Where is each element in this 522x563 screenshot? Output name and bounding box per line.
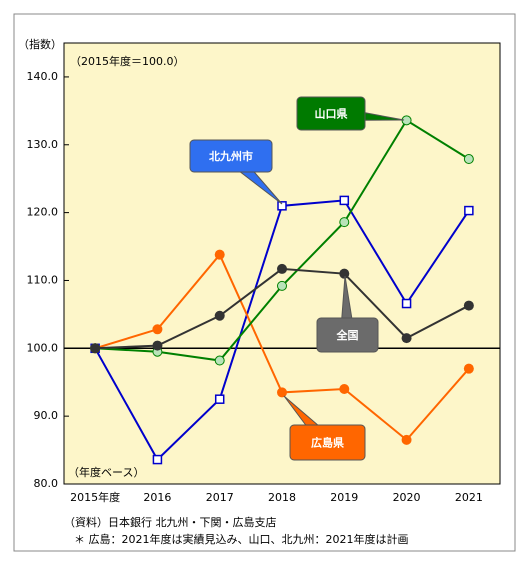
marker <box>277 263 287 274</box>
marker <box>214 394 225 404</box>
marker <box>214 310 225 321</box>
y-tick-label: 90.0 <box>34 409 59 422</box>
y-tick-label: 80.0 <box>34 477 59 490</box>
source: （資料）日本銀行 北九州・下関・広島支店 <box>64 515 277 529</box>
x-tick-label: 2017 <box>206 491 234 504</box>
marker <box>277 280 287 291</box>
marker <box>339 384 350 395</box>
annotation: （年度ベース） <box>68 465 144 479</box>
x-tick-label: 2016 <box>143 491 171 504</box>
x-tick-label: 2015年度 <box>70 490 120 504</box>
legend-label: 北九州市 <box>209 149 253 163</box>
x-tick-label: 2019 <box>330 491 358 504</box>
marker <box>401 333 412 344</box>
callout-box <box>316 317 379 353</box>
marker <box>277 201 287 211</box>
legend-label: 山口県 <box>315 107 348 121</box>
x-tick-label: 2020 <box>393 491 421 504</box>
y-tick-label: 110.0 <box>27 273 59 286</box>
marker <box>339 195 350 206</box>
subtitle: （2015年度＝100.0） <box>70 54 185 68</box>
callout-box <box>296 96 366 131</box>
marker <box>152 324 163 335</box>
marker <box>214 249 225 260</box>
x-tick-label: 2021 <box>455 491 483 504</box>
y-tick-label: 140.0 <box>27 70 59 83</box>
marker <box>339 268 350 279</box>
callout-box <box>189 139 273 173</box>
marker <box>463 300 474 311</box>
legend-label: 広島県 <box>311 436 344 450</box>
y-tick-label: 100.0 <box>27 341 59 354</box>
y-axis-label: （指数） <box>18 37 62 51</box>
marker <box>152 340 163 351</box>
marker <box>401 298 412 309</box>
marker <box>152 454 163 465</box>
note: ＊ 広島：2021年度は実績見込み、山口、北九州：2021年度は計画 <box>74 532 408 546</box>
marker <box>277 387 287 398</box>
legend-label: 全国 <box>336 328 359 342</box>
marker <box>90 343 101 354</box>
marker <box>463 363 474 374</box>
x-tick-label: 2018 <box>268 491 296 504</box>
marker <box>214 355 225 366</box>
marker <box>401 434 412 445</box>
marker <box>339 217 350 228</box>
y-tick-label: 120.0 <box>27 206 59 219</box>
plot-area <box>63 42 501 485</box>
marker <box>463 154 474 165</box>
marker <box>464 205 474 216</box>
callout-box <box>289 424 366 461</box>
y-tick-label: 130.0 <box>27 138 59 151</box>
